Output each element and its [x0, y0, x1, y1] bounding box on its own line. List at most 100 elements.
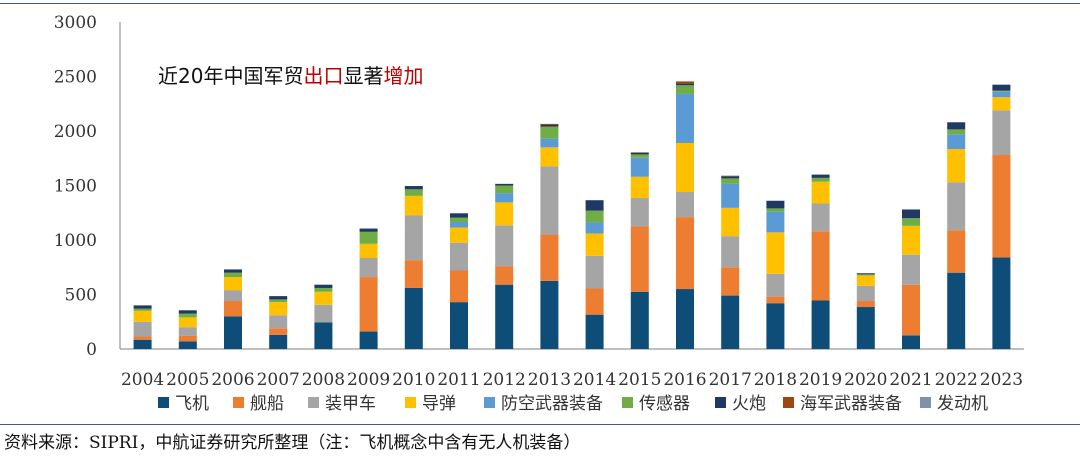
legend-swatch [308, 397, 319, 408]
x-tick-label: 2004 [121, 370, 164, 390]
x-tick-label: 2022 [935, 370, 978, 390]
bar-segment [856, 301, 875, 308]
bar-segment [540, 123, 559, 126]
x-tick-label: 2012 [483, 370, 526, 390]
bar-segment [856, 274, 875, 276]
bar-segment [450, 242, 468, 271]
bar-segment [902, 209, 920, 219]
bar-segment [450, 302, 468, 349]
bar-segment [902, 218, 920, 226]
bar-segment [947, 148, 966, 183]
bar-segment [133, 339, 152, 349]
bar-segment [992, 97, 1011, 111]
bar-segment [811, 203, 830, 232]
x-tick-label: 2015 [618, 370, 661, 390]
legend-label: 装甲车 [325, 394, 376, 414]
legend-label: 导弹 [422, 394, 456, 414]
bar-segment [766, 232, 785, 274]
bar-segment [676, 93, 694, 143]
bar-segment [359, 243, 378, 258]
bar-segment [992, 257, 1011, 349]
bar-segment [133, 336, 152, 340]
bar-segment [902, 284, 920, 336]
chart-title-part-1: 近20年中国军贸 [158, 64, 304, 88]
bar-segment [269, 315, 288, 329]
bar-segment [902, 225, 920, 255]
bar-segment [269, 296, 288, 300]
bar-segment [404, 215, 423, 261]
bar-segment [314, 322, 333, 349]
bar-segment [495, 225, 514, 267]
bar-segment [178, 310, 197, 314]
bar-segment [856, 285, 875, 302]
bar-segment [676, 192, 694, 218]
bar-segment [721, 178, 740, 184]
legend-label: 舰船 [250, 394, 284, 414]
bar-segment [766, 208, 785, 212]
bar-segment [495, 266, 514, 285]
bar-segment [359, 257, 378, 278]
legend-swatch [158, 397, 169, 408]
bar-segment [721, 295, 740, 349]
bar-segment [676, 289, 694, 349]
x-tick-label: 2019 [799, 370, 842, 390]
bar-segment [585, 288, 604, 315]
bar-segment [947, 134, 966, 149]
bar-segment [540, 138, 559, 148]
x-tick-label: 2010 [392, 370, 435, 390]
legend-label: 飞机 [175, 394, 209, 414]
bar-segment [721, 236, 740, 268]
x-tick-label: 2008 [302, 370, 345, 390]
y-tick-label: 1500 [54, 177, 97, 197]
bar-segment [811, 231, 830, 301]
x-tick-label: 2011 [437, 370, 480, 390]
stacked-bar-chart: 0 500 1000 1500 2000 2500 3000 2004 2005 2006 2007… [54, 13, 1024, 414]
y-tick-label: 2500 [54, 68, 97, 88]
y-tick-label: 1000 [54, 231, 97, 251]
bar-segment [495, 193, 514, 203]
bar-segment [992, 84, 1011, 91]
bar-segment [766, 296, 785, 304]
bar-segment [495, 284, 514, 349]
bar-segment [992, 154, 1011, 258]
chart-title-part-4: 增加 [383, 64, 424, 88]
bar-segment [224, 272, 242, 278]
chart-title: 近20年中国军贸出口显著增加 [158, 60, 423, 89]
bar-segment [856, 273, 875, 275]
legend-swatch [920, 397, 931, 408]
bar-segment [630, 154, 649, 158]
bar-segment [450, 222, 468, 228]
bar-segment [178, 327, 197, 336]
bar-segment [811, 181, 830, 204]
bar-segment [540, 234, 559, 281]
bar-segment [585, 210, 604, 223]
bar-segment [630, 176, 649, 199]
x-tick-label: 2006 [211, 370, 254, 390]
bar-segment [224, 316, 242, 349]
bar-segment [314, 304, 333, 323]
bar-segment [133, 310, 152, 322]
bar-segment [133, 308, 152, 311]
bar-segment [992, 91, 1011, 98]
bar-segment [766, 200, 785, 209]
bar-segment [676, 81, 694, 84]
bar-segment [540, 126, 559, 139]
x-tick-label: 2016 [663, 370, 706, 390]
bar-segment [224, 269, 242, 273]
bar-segment [359, 228, 378, 232]
chart-title-part-2: 出口 [303, 64, 344, 88]
bar-segment [540, 280, 559, 349]
bar-segment [540, 147, 559, 167]
bar-segment [359, 231, 378, 244]
bar-segment [585, 222, 604, 234]
bar-segment [133, 305, 152, 309]
bar-segment [450, 217, 468, 223]
bar-segment [540, 166, 559, 235]
bar-segment [178, 317, 197, 328]
bar-segment [404, 287, 423, 349]
bar-segment [676, 83, 694, 86]
legend-label: 防空武器装备 [501, 394, 603, 414]
bar-segment [947, 182, 966, 231]
x-tick-label: 2020 [844, 370, 887, 390]
bar-segment [495, 202, 514, 226]
